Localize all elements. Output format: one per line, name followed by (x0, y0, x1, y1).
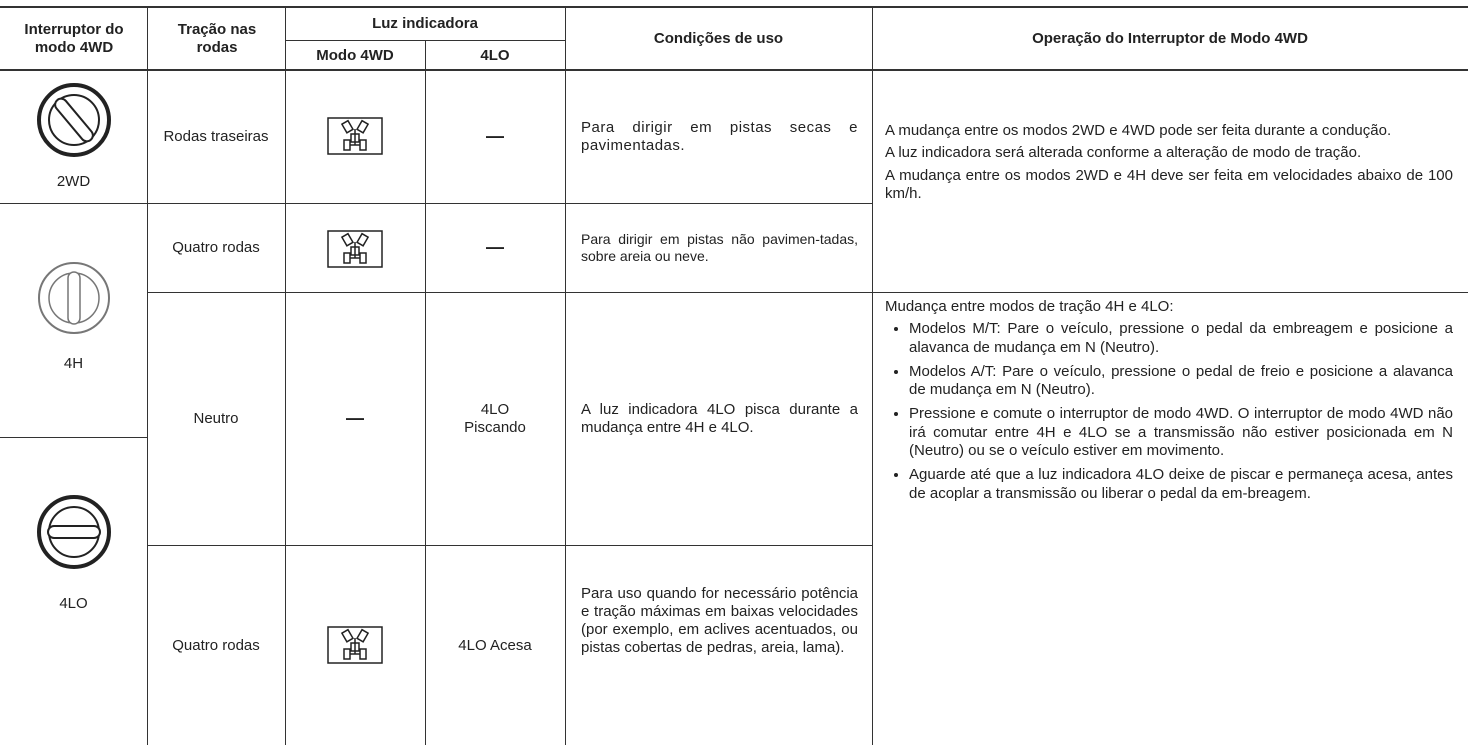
rule (147, 545, 872, 546)
conditions: Para dirigir em pistas secas e pavimenta… (581, 119, 858, 154)
switch-icon (37, 495, 111, 569)
switch-icon (37, 83, 111, 157)
switch-icon (38, 262, 110, 334)
rule (425, 40, 426, 745)
rule (147, 7, 148, 745)
rule (285, 7, 286, 745)
indicator-4lo: — (486, 237, 504, 258)
switch-label: 4H (63, 355, 84, 372)
bullet: Modelos A/T: Pare o veículo, pressione o… (909, 363, 1453, 400)
operation-block: A mudança entre os modos 2WD e 4WD pode … (885, 122, 1453, 207)
switch-label: 2WD (56, 173, 91, 190)
bullet-list: Modelos M/T: Pare o veículo, pressione o… (885, 320, 1453, 503)
conditions: Para dirigir em pistas não pavimen-tadas… (581, 231, 858, 264)
bullet: Aguarde até que a luz indicadora 4LO dei… (909, 466, 1453, 503)
paragraph: A luz indicadora será alterada conforme … (885, 144, 1362, 162)
paragraph: Mudança entre modos de tração 4H e 4LO: (885, 298, 1174, 315)
header-conditions: Condições de uso (653, 30, 784, 47)
indicator-icon (327, 117, 383, 155)
indicator-4lo: 4LO Piscando (464, 401, 526, 436)
paragraph: A mudança entre os modos 2WD e 4H deve s… (885, 166, 1453, 202)
traction: Neutro (193, 410, 239, 427)
conditions: Para uso quando for necessário potência … (581, 585, 858, 656)
header-traction: Tração nas rodas (177, 21, 257, 56)
indicator-icon (327, 626, 383, 664)
paragraph: A mudança entre os modos 2WD e 4WD pode … (885, 122, 1392, 139)
switch-label: 4LO (59, 595, 88, 612)
bullet: Pressione e comute o interruptor de modo… (909, 405, 1453, 460)
header-switch: Interruptor do modo 4WD (24, 21, 124, 56)
indicator-4lo: — (486, 126, 504, 147)
header-indicator-4wd: Modo 4WD (316, 46, 394, 64)
header-operation: Operação do Interruptor de Modo 4WD (1032, 30, 1308, 47)
traction: Quatro rodas (172, 239, 260, 256)
operation-block: Mudança entre modos de tração 4H e 4LO: … (885, 298, 1453, 509)
rule (0, 6, 1468, 8)
bullet: Modelos M/T: Pare o veículo, pressione o… (909, 320, 1453, 357)
rule (0, 203, 872, 204)
traction: Rodas traseiras (163, 128, 269, 145)
rule (565, 7, 566, 745)
rule (147, 292, 1468, 293)
header-indicator-4lo: 4LO (480, 46, 510, 64)
indicator-4lo: 4LO Acesa (458, 636, 532, 654)
rule (872, 7, 873, 745)
rule (0, 437, 147, 438)
rule (0, 69, 1468, 71)
traction: Quatro rodas (172, 636, 260, 654)
indicator-4wd: — (346, 408, 364, 429)
indicator-icon (327, 230, 383, 268)
conditions: A luz indicadora 4LO pisca durante a mud… (581, 401, 858, 436)
header-indicator: Luz indicadora (372, 15, 478, 32)
